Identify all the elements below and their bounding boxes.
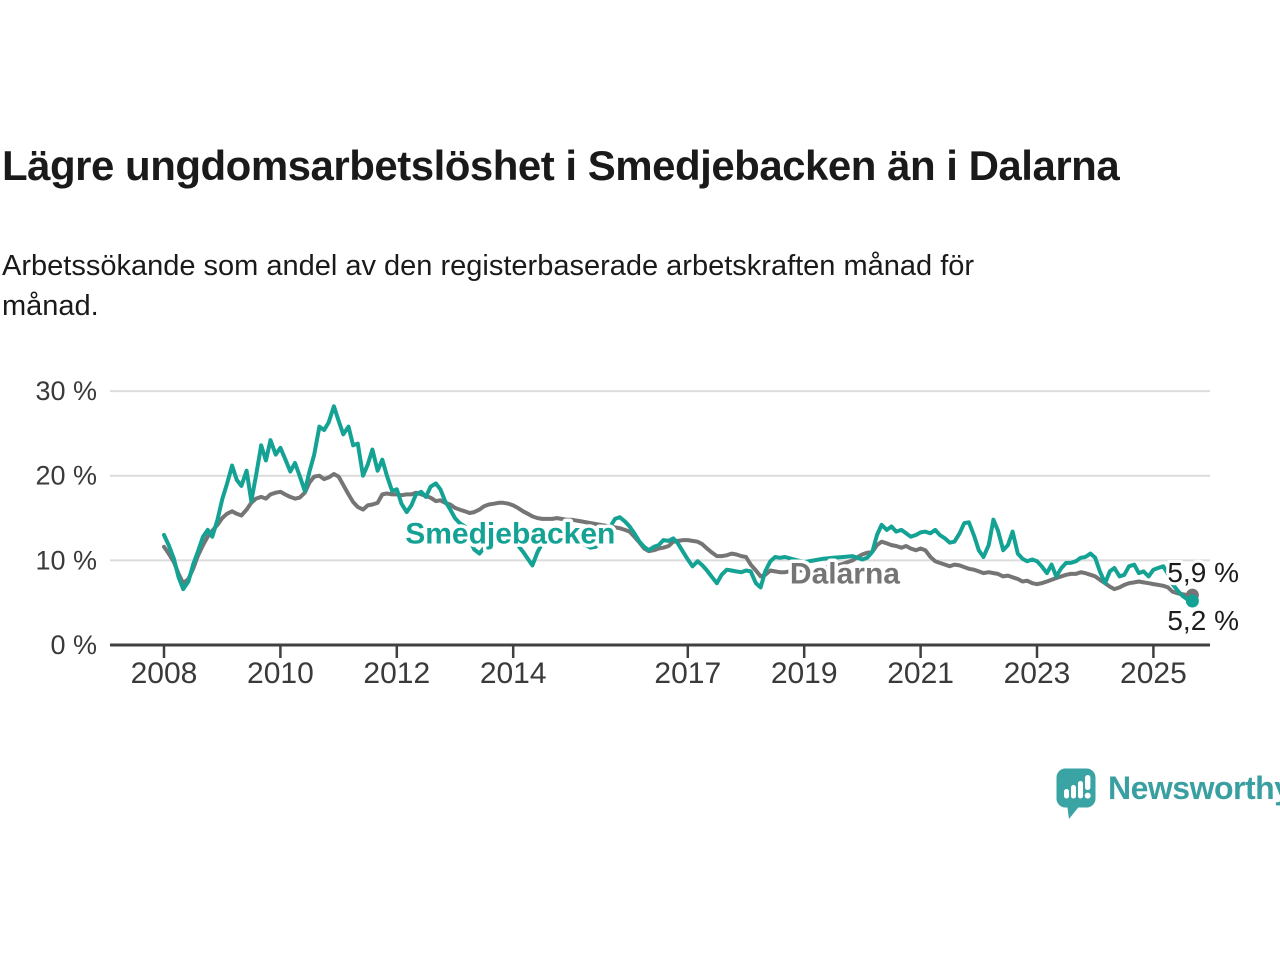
- x-axis-label-2025: 2025: [1120, 657, 1187, 690]
- y-axis-label-10: 10 %: [35, 545, 97, 575]
- series-end-value-label-smedjebacken: 5,2 %: [1167, 605, 1239, 636]
- x-axis-label-2010: 2010: [247, 657, 314, 690]
- x-axis-label-2019: 2019: [771, 657, 838, 690]
- x-axis-label-2012: 2012: [363, 657, 430, 690]
- series-line-dalarna: [162, 472, 1195, 598]
- x-axis-label-2021: 2021: [887, 657, 954, 690]
- brand-name: Newsworthy: [1108, 770, 1280, 806]
- x-axis-label-2023: 2023: [1004, 657, 1071, 690]
- chart-subtitle: Arbetssökande som andel av den registerb…: [2, 246, 1202, 326]
- series-name-label-smedjebacken: Smedjebacken: [405, 517, 615, 550]
- series-end-value-label-dalarna: 5,9 %: [1167, 557, 1239, 588]
- chart-title: Lägre ungdomsarbetslöshet i Smedjebacken…: [2, 142, 1120, 189]
- newsworthy-logo-icon: [1056, 768, 1096, 819]
- y-axis-label-30: 30 %: [35, 376, 97, 406]
- series-end-dot-smedjebacken: [1185, 594, 1199, 608]
- x-axis-label-2014: 2014: [480, 657, 547, 690]
- series-name-label-dalarna: Dalarna: [790, 557, 900, 590]
- chart-subtitle-line1: Arbetssökande som andel av den registerb…: [2, 250, 975, 282]
- brand-footer: Newsworthy: [1056, 768, 1280, 820]
- chart-subtitle-line2: månad.: [2, 290, 99, 322]
- x-axis-label-2008: 2008: [131, 657, 198, 690]
- series-line-smedjebacken: [162, 404, 1195, 603]
- y-axis-label-20: 20 %: [35, 461, 97, 491]
- y-axis-label-0: 0 %: [50, 630, 97, 660]
- x-axis-label-2017: 2017: [654, 657, 721, 690]
